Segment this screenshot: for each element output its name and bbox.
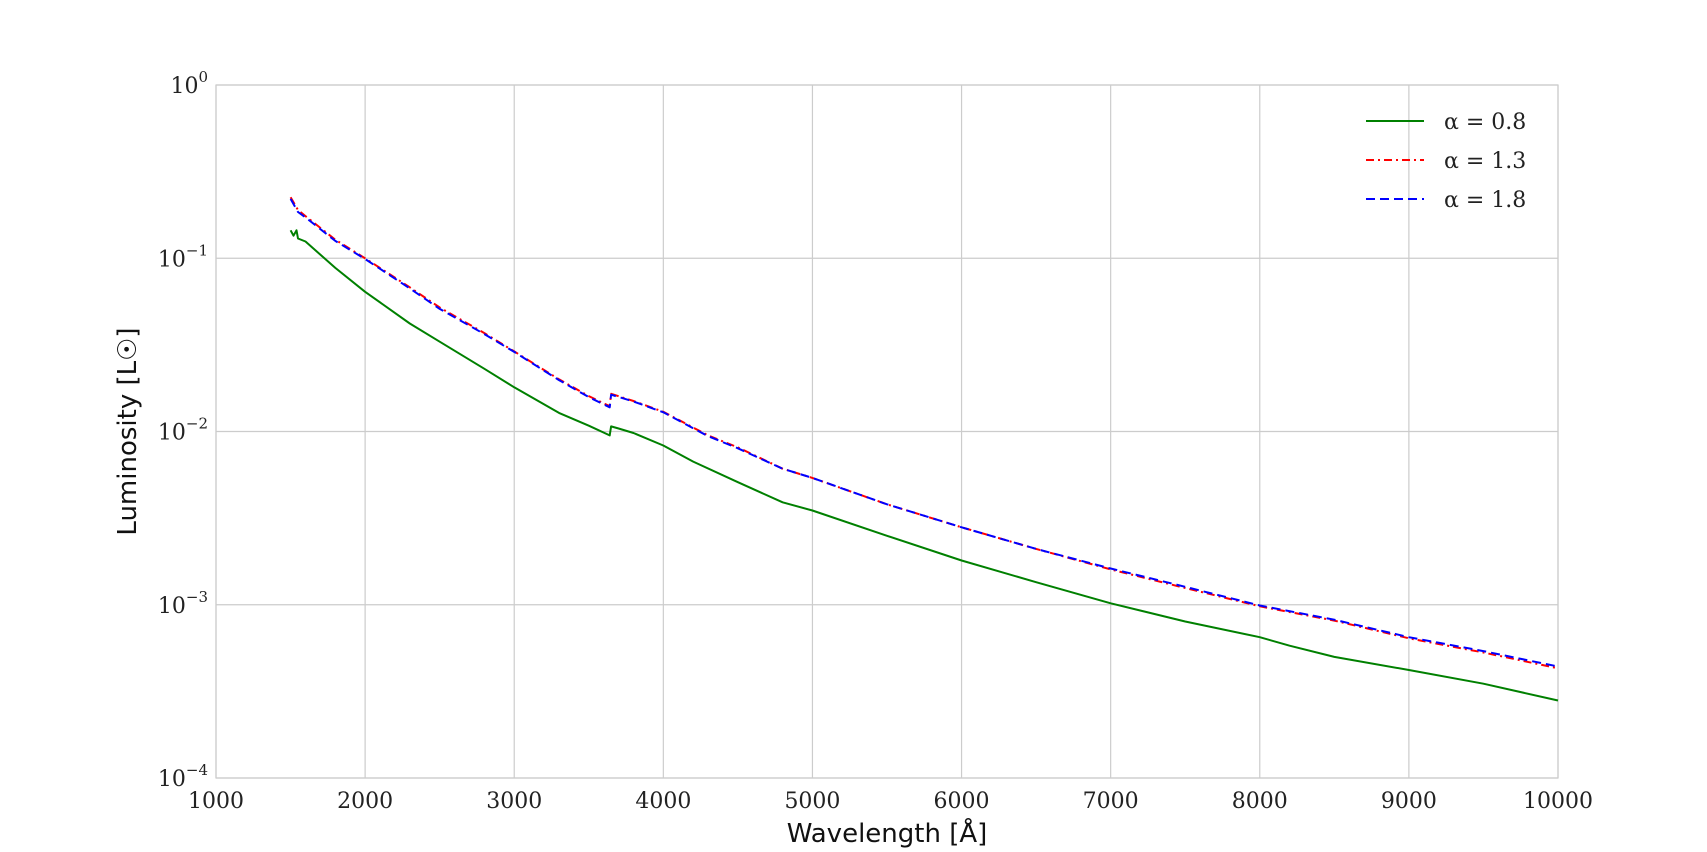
legend-label-1: α = 0.8 [1444, 110, 1526, 135]
series-layer [289, 196, 1559, 702]
x-tick-label: 3000 [486, 789, 542, 814]
y-tick-label: 10−3 [158, 588, 208, 619]
y-tick-labels: 10−4 10−3 10−2 10−1 100 [158, 68, 208, 792]
x-tick-labels: 1000 2000 3000 4000 5000 6000 7000 8000 9000 1000… [188, 789, 1593, 814]
y-tick-label: 10−4 [158, 761, 208, 792]
series-line-3 [289, 198, 1559, 668]
x-tick-label: 10000 [1523, 789, 1593, 814]
legend-label-3: α = 1.8 [1444, 188, 1526, 213]
x-axis-label: Wavelength [Å] [787, 817, 988, 849]
plot-frame [215, 84, 1559, 779]
legend: α = 0.8 α = 1.3 α = 1.8 [1366, 110, 1526, 213]
x-tick-label: 8000 [1232, 789, 1288, 814]
x-tick-label: 4000 [635, 789, 691, 814]
x-tick-label: 9000 [1381, 789, 1437, 814]
x-tick-label: 1000 [188, 789, 244, 814]
x-tick-label: 5000 [784, 789, 840, 814]
series-line-2 [289, 196, 1559, 670]
y-tick-label: 10−1 [158, 241, 208, 272]
series-line-1 [289, 229, 1559, 702]
x-tick-label: 6000 [934, 789, 990, 814]
y-axis-label: Luminosity [L☉] [113, 327, 143, 535]
y-tick-label: 10−2 [158, 415, 208, 446]
x-tick-label: 7000 [1083, 789, 1139, 814]
y-tick-label: 100 [170, 68, 208, 99]
legend-label-2: α = 1.3 [1444, 149, 1526, 174]
x-tick-label: 2000 [337, 789, 393, 814]
grid [215, 84, 1559, 779]
